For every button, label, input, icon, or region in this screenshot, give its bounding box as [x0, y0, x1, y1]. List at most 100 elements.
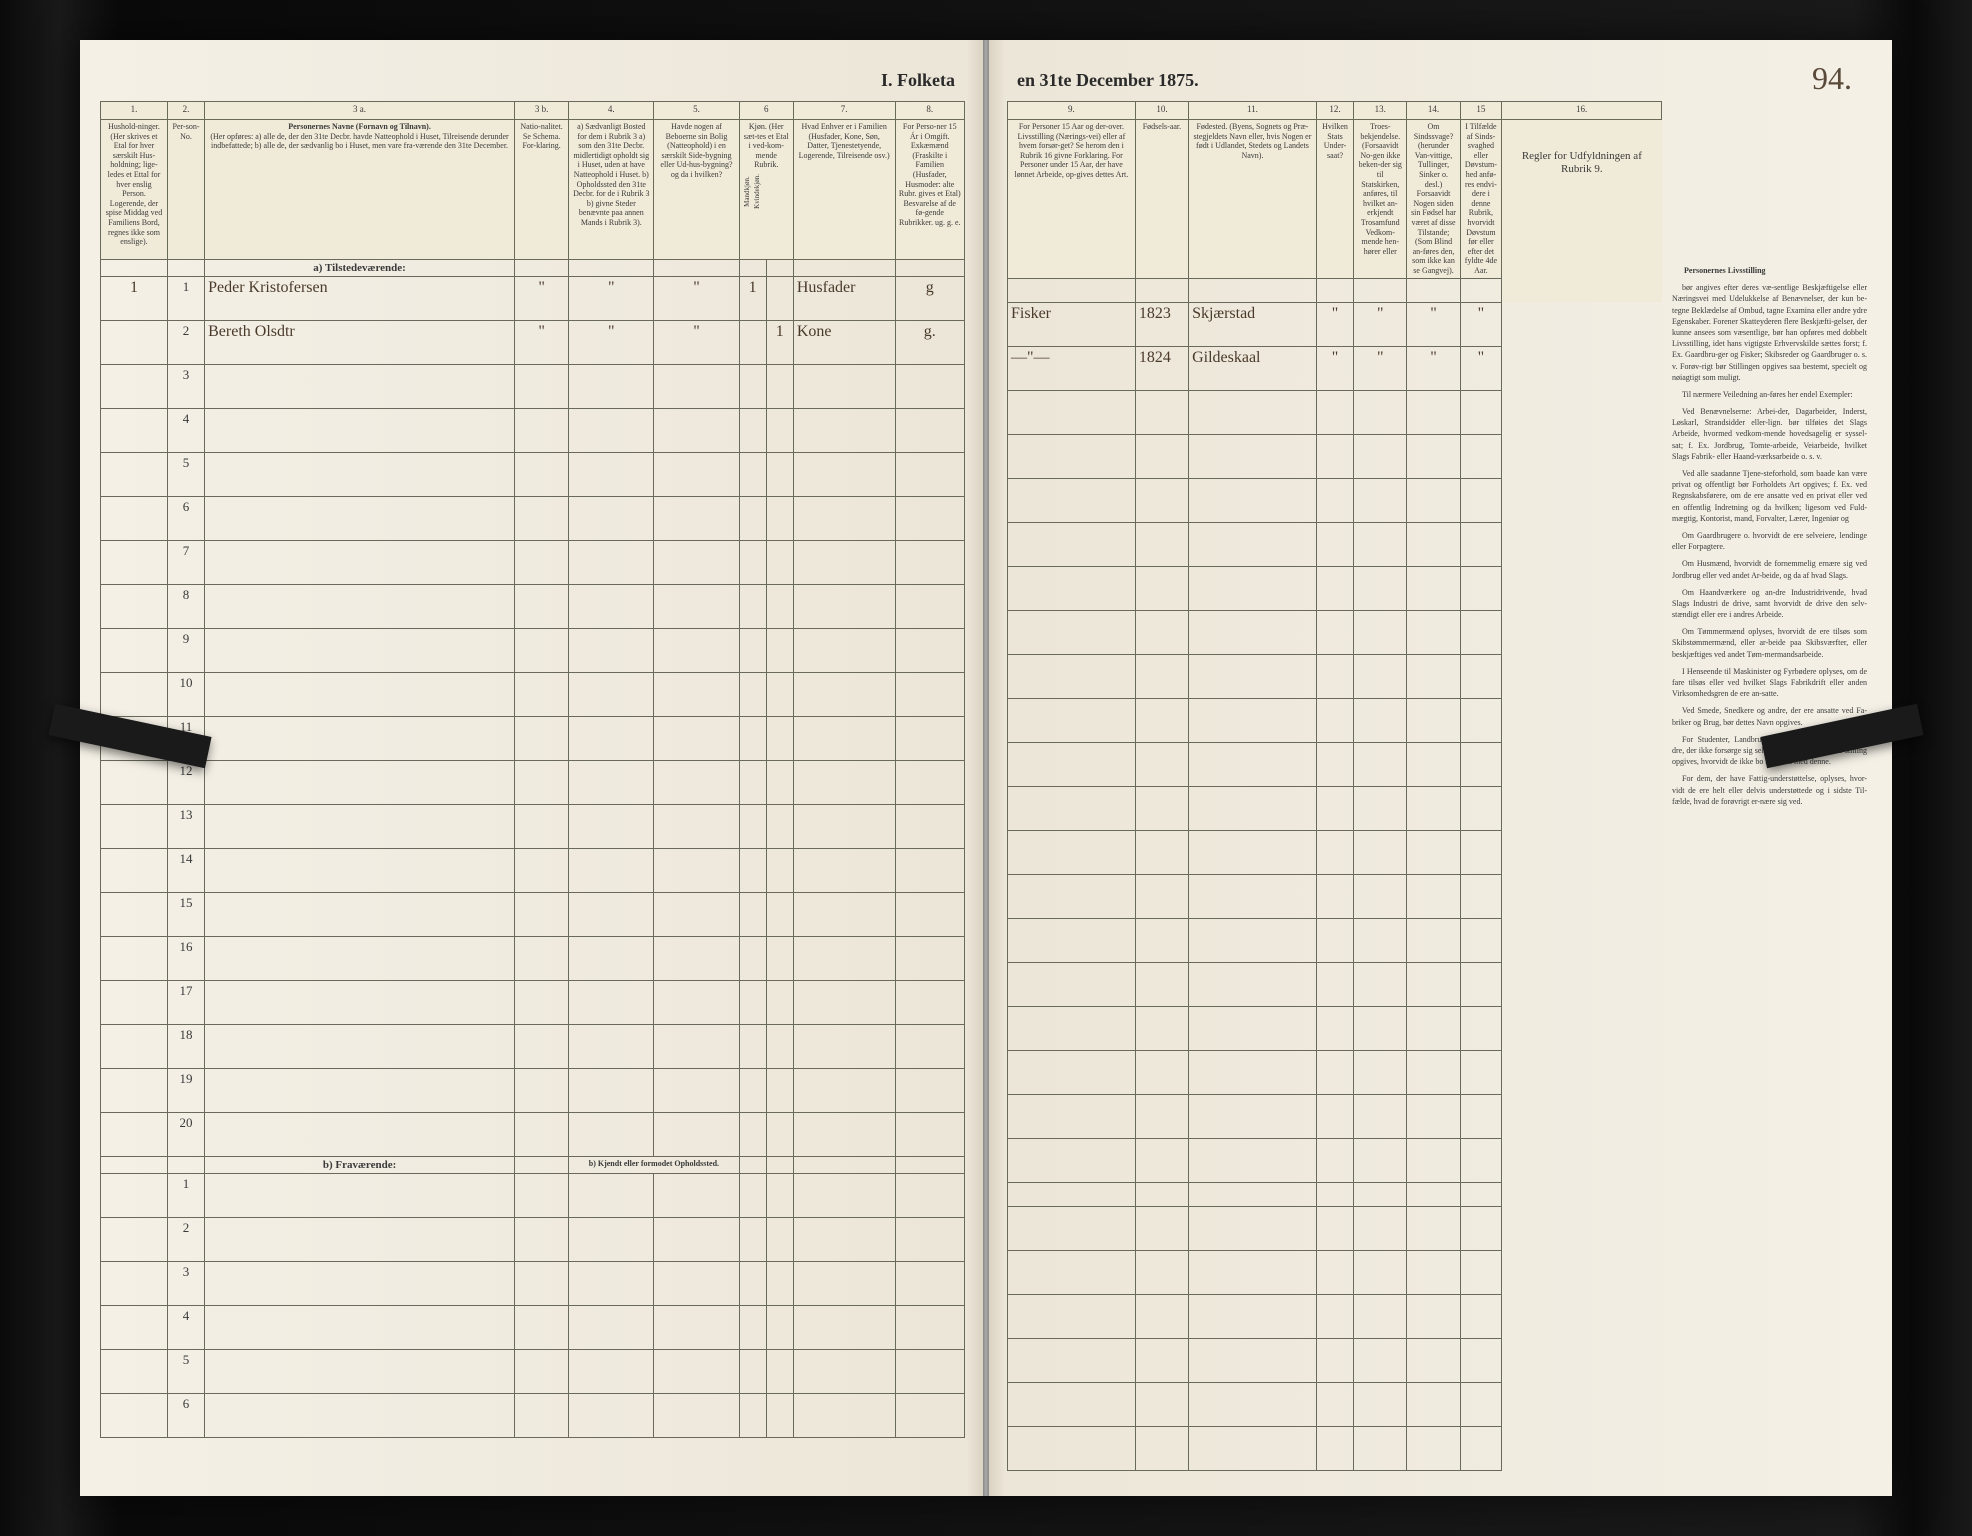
table-row — [1008, 1050, 1662, 1094]
table-row — [1008, 1294, 1662, 1338]
hdr-3a-sub: (Her opføres: a) alle de, der den 31te D… — [208, 132, 511, 151]
table-row: 11 — [101, 717, 965, 761]
book-spine — [983, 40, 989, 1496]
hdr-8: For Perso-ner 15 Ár i Omgift. Exkæmænd (… — [895, 120, 964, 260]
table-row: 2 — [101, 1218, 965, 1262]
coln-16: 16. — [1502, 102, 1662, 120]
table-row: 6 — [101, 1394, 965, 1438]
left-page: I. Folketa 1. 2. 3 a. 3 b. 4. 5. 6 7. 8.… — [80, 40, 987, 1496]
table-row — [1008, 962, 1662, 1006]
section-a-row: a) Tilstedeværende: — [101, 260, 965, 277]
table-row: 3 — [101, 365, 965, 409]
table-row: 12 — [101, 761, 965, 805]
table-row: 17 — [101, 981, 965, 1025]
coln-14: 14. — [1407, 102, 1460, 120]
table-row: 2Bereth Olsdtr"""1Koneg. — [101, 321, 965, 365]
hdr-15: I Tilfælde af Sinds-svaghed eller Døvstu… — [1460, 120, 1502, 279]
table-row — [1008, 698, 1662, 742]
table-row: 1 — [101, 1174, 965, 1218]
instruction-paragraph: Ved alle saadanne Tjene-steforhold, som … — [1672, 468, 1867, 524]
instruction-paragraph: Om Husmænd, hvorvidt de fornemmelig ernæ… — [1672, 558, 1867, 580]
table-row — [1008, 478, 1662, 522]
right-page: 94. en 31te December 1875. 9. 10. 11. 12… — [987, 40, 1892, 1496]
section-a-label: a) Tilstedeværende: — [205, 260, 515, 277]
table-row: —"—1824Gildeskaal"""" — [1008, 346, 1662, 390]
hdr-9: For Personer 15 Aar og der-over. Livssti… — [1008, 120, 1136, 279]
page-title-left: I. Folketa — [100, 70, 965, 91]
header-row-left: Hushold-ninger. (Her skrives et Etal for… — [101, 120, 965, 260]
coln-11: 11. — [1189, 102, 1317, 120]
table-row: 9 — [101, 629, 965, 673]
census-table-right: 9. 10. 11. 12. 13. 14. 15 16. For Person… — [1007, 101, 1662, 1471]
table-row — [1008, 830, 1662, 874]
coln-12: 12. — [1316, 102, 1353, 120]
table-row: 5 — [101, 1350, 965, 1394]
table-row — [1008, 566, 1662, 610]
census-table-left: 1. 2. 3 a. 3 b. 4. 5. 6 7. 8. Hushold-ni… — [100, 101, 965, 1438]
coln-8: 8. — [895, 102, 964, 120]
hdr-2: Per-son-No. — [167, 120, 204, 260]
column-number-row-r: 9. 10. 11. 12. 13. 14. 15 16. — [1008, 102, 1662, 120]
coln-7: 7. — [793, 102, 895, 120]
hdr-3a-title: Personernes Navne (Fornavn og Tilnavn). — [208, 122, 511, 132]
table-row: 14 — [101, 849, 965, 893]
table-row: 6 — [101, 497, 965, 541]
hdr-12: Hvilken Stats Under-saat? — [1316, 120, 1353, 279]
table-row — [1008, 874, 1662, 918]
table-row: 5 — [101, 453, 965, 497]
coln-10: 10. — [1135, 102, 1188, 120]
hdr-11: Fødested. (Byens, Sognets og Præ-stegjel… — [1189, 120, 1317, 279]
hdr-14: Om Sindssvage? (herunder Van-vittige, Tu… — [1407, 120, 1460, 279]
coln-5: 5. — [654, 102, 739, 120]
table-row — [1008, 610, 1662, 654]
hdr-3a: Personernes Navne (Fornavn og Tilnavn). … — [205, 120, 515, 260]
coln-9: 9. — [1008, 102, 1136, 120]
instruction-paragraph: I Henseende til Maskinister og Fyrbødere… — [1672, 666, 1867, 700]
table-row: Fisker1823Skjærstad"""" — [1008, 302, 1662, 346]
hdr-16: Regler for Udfyldningen af Rubrik 9. — [1502, 120, 1662, 303]
hdr-6: Kjøn. (Her sæt-tes et Etal i ved-kom-men… — [739, 120, 793, 260]
hdr-1: Hushold-ninger. (Her skrives et Etal for… — [101, 120, 168, 260]
table-row: 13 — [101, 805, 965, 849]
coln-15: 15 — [1460, 102, 1502, 120]
table-row: 7 — [101, 541, 965, 585]
section-b-note: b) Kjendt eller formodet Opholdssted. — [569, 1157, 739, 1174]
instruction-paragraph: For dem, der have Fattig-understøttelse,… — [1672, 773, 1867, 807]
table-row — [1008, 742, 1662, 786]
table-row: 3 — [101, 1262, 965, 1306]
table-row: 18 — [101, 1025, 965, 1069]
table-row: 16 — [101, 937, 965, 981]
coln-4: 4. — [569, 102, 654, 120]
hdr-6-title: Kjøn. (Her sæt-tes et Etal i ved-kom-men… — [743, 122, 790, 170]
header-row-right: For Personer 15 Aar og der-over. Livssti… — [1008, 120, 1662, 279]
hdr-6b: Kvindekjøn. — [753, 174, 761, 209]
hdr-7: Hvad Enhver er i Familien (Husfader, Kon… — [793, 120, 895, 260]
hdr-13: Troes-bekjendelse. (Forsaavidt No-gen ik… — [1354, 120, 1407, 279]
table-row — [1008, 1006, 1662, 1050]
table-row — [1008, 786, 1662, 830]
page-number: 94. — [1812, 60, 1852, 97]
section-b-label: b) Fraværende: — [205, 1157, 515, 1174]
table-row: 11Peder Kristofersen"""1Husfaderg — [101, 277, 965, 321]
coln-13: 13. — [1354, 102, 1407, 120]
hdr-10: Fødsels-aar. — [1135, 120, 1188, 279]
section-b-row: b) Fraværende: b) Kjendt eller formodet … — [101, 1157, 965, 1174]
instruction-paragraph: bør angives efter deres væ-sentlige Besk… — [1672, 282, 1867, 383]
table-row — [1008, 1206, 1662, 1250]
table-row: 4 — [101, 1306, 965, 1350]
instruction-paragraph: Ved Benævnelserne: Arbei-der, Dagarbeide… — [1672, 406, 1867, 462]
hdr-6a: Mandkjøn. — [743, 174, 751, 209]
table-row: 10 — [101, 673, 965, 717]
table-row — [1008, 1250, 1662, 1294]
table-row — [1008, 434, 1662, 478]
table-row: 15 — [101, 893, 965, 937]
instruction-paragraph: Til nærmere Veiledning an-føres her ende… — [1672, 389, 1867, 400]
page-title-right: en 31te December 1875. — [1007, 70, 1872, 91]
table-row — [1008, 390, 1662, 434]
coln-3a: 3 a. — [205, 102, 515, 120]
table-row — [1008, 1338, 1662, 1382]
table-row: 8 — [101, 585, 965, 629]
ledger-book: I. Folketa 1. 2. 3 a. 3 b. 4. 5. 6 7. 8.… — [80, 40, 1892, 1496]
table-row: 19 — [101, 1069, 965, 1113]
section-b-row-r — [1008, 1182, 1662, 1206]
